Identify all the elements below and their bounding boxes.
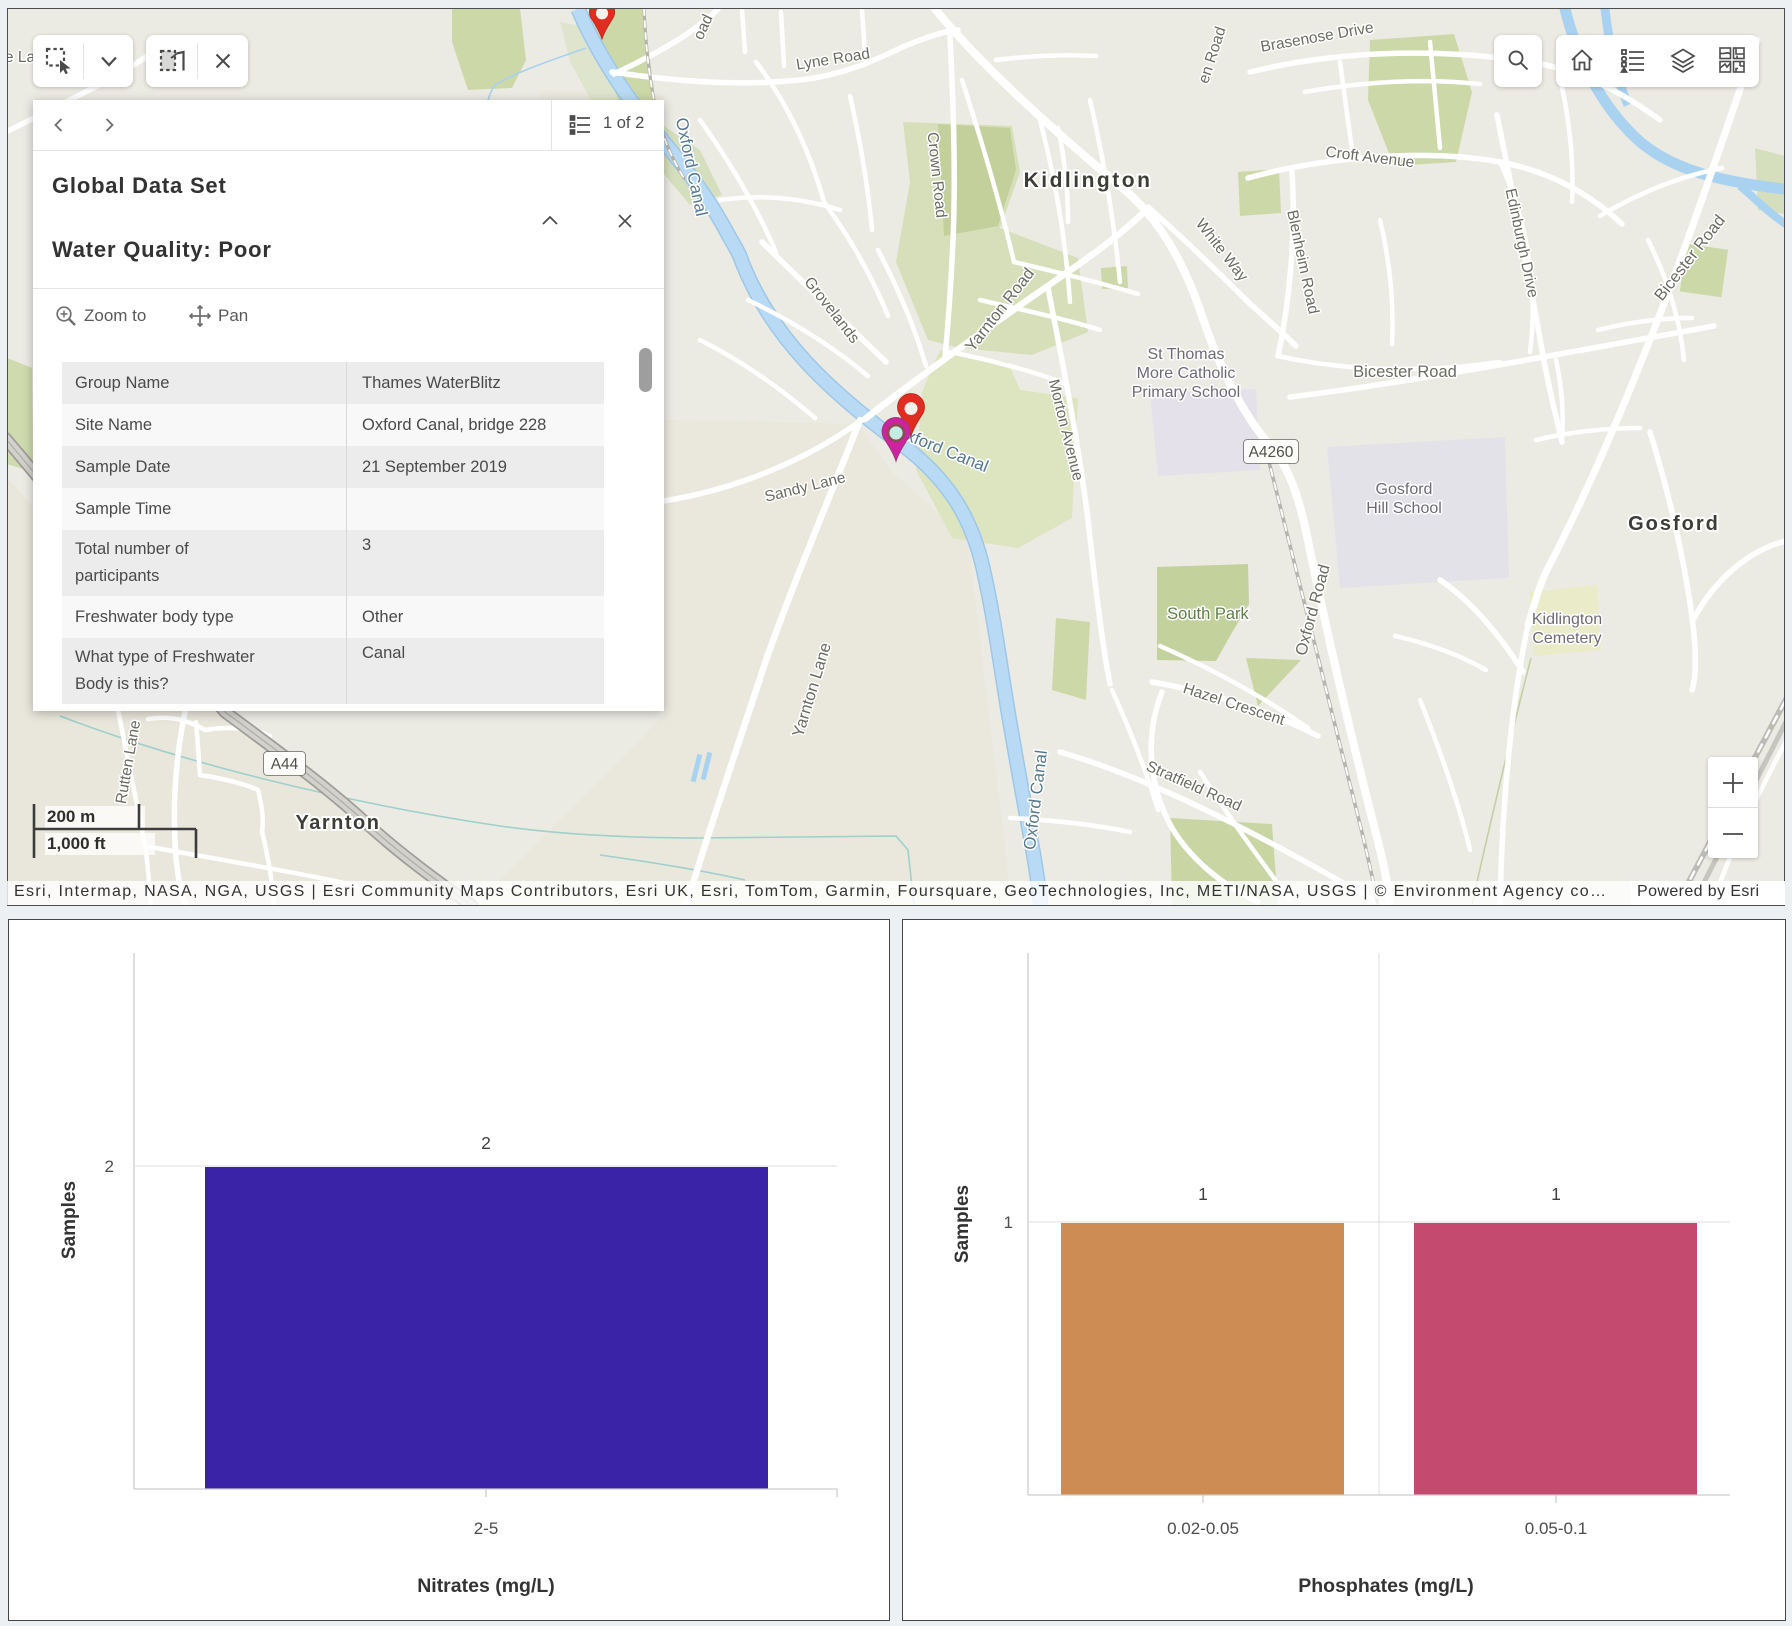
svg-text:Gosford: Gosford: [1628, 513, 1720, 535]
svg-text:Samples: Samples: [952, 1185, 973, 1263]
svg-text:1: 1: [1198, 1184, 1208, 1204]
svg-text:A4260: A4260: [1248, 444, 1293, 461]
svg-text:2: 2: [481, 1133, 491, 1153]
svg-text:South Park: South Park: [1167, 605, 1249, 623]
svg-text:e La: e La: [7, 49, 35, 66]
svg-text:Primary School: Primary School: [1131, 384, 1239, 401]
svg-text:A44: A44: [270, 756, 298, 773]
svg-text:2: 2: [105, 1157, 114, 1176]
svg-text:Cemetery: Cemetery: [1532, 630, 1601, 647]
svg-text:Samples: Samples: [59, 1181, 80, 1259]
svg-text:More Catholic: More Catholic: [1136, 365, 1235, 382]
svg-text:2-5: 2-5: [474, 1519, 499, 1538]
svg-text:Yarnton: Yarnton: [295, 812, 380, 834]
svg-text:1: 1: [1004, 1213, 1013, 1232]
svg-text:Gosford: Gosford: [1375, 481, 1432, 498]
svg-text:St Thomas: St Thomas: [1147, 346, 1224, 363]
svg-text:1: 1: [1551, 1184, 1561, 1204]
svg-text:Bicester Road: Bicester Road: [1353, 363, 1457, 381]
svg-text:Hill School: Hill School: [1366, 500, 1442, 517]
svg-text:Phosphates (mg/L): Phosphates (mg/L): [1298, 1575, 1474, 1597]
svg-text:Nitrates (mg/L): Nitrates (mg/L): [417, 1575, 555, 1597]
svg-text:Kidlington: Kidlington: [1531, 611, 1601, 628]
svg-text:Kidlington: Kidlington: [1023, 169, 1152, 192]
svg-text:0.05-0.1: 0.05-0.1: [1525, 1519, 1587, 1538]
svg-text:0.02-0.05: 0.02-0.05: [1167, 1519, 1239, 1538]
